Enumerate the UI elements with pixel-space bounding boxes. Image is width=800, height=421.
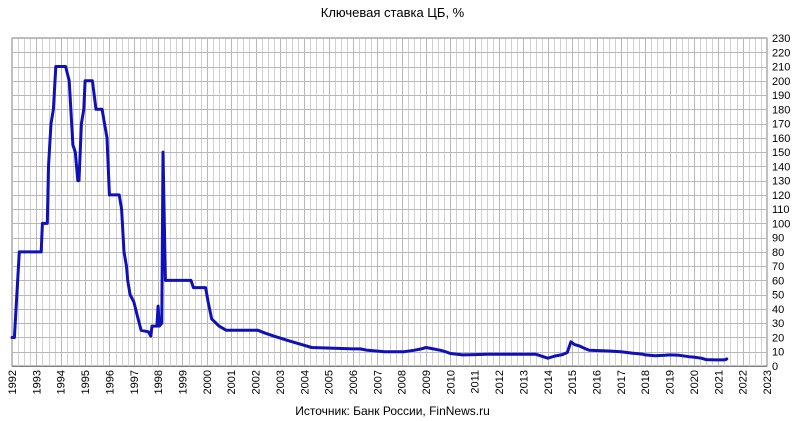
chart-title: Ключевая ставка ЦБ, % [320, 5, 465, 20]
y-tick-label: 180 [772, 104, 790, 116]
x-axis: 1992 1993 1994 1995 1996 1997 1998 1999 2000 2001… [7, 370, 774, 394]
y-tick-label: 20 [772, 332, 784, 344]
y-tick-label: 90 [772, 233, 784, 245]
y-tick-label: 140 [772, 161, 790, 173]
x-tick-label: 2007 [372, 370, 384, 394]
y-tick-label: 170 [772, 119, 790, 131]
x-tick-label: 2023 [762, 370, 774, 394]
x-tick-label: 2010 [445, 370, 457, 394]
x-tick-label: 2017 [616, 370, 628, 394]
grid [11, 37, 768, 367]
y-tick-label: 30 [772, 318, 784, 330]
y-tick-label: 230 [772, 33, 790, 45]
x-tick-label: 1995 [80, 370, 92, 394]
x-tick-label: 1992 [7, 370, 19, 394]
y-tick-label: 120 [772, 190, 790, 202]
x-tick-label: 1996 [104, 370, 116, 394]
y-tick-label: 40 [772, 304, 784, 316]
x-tick-label: 1994 [56, 370, 68, 394]
x-tick-label: 1993 [31, 370, 43, 394]
y-tick-label: 70 [772, 261, 784, 273]
y-tick-label: 0 [772, 361, 778, 373]
y-tick-label: 60 [772, 275, 784, 287]
series-line [10, 65, 729, 362]
y-tick-label: 80 [772, 247, 784, 259]
x-tick-label: 2018 [640, 370, 652, 394]
x-tick-label: 2008 [397, 370, 409, 394]
x-tick-label: 2003 [275, 370, 287, 394]
y-tick-label: 10 [772, 347, 784, 359]
plot-frame [11, 37, 768, 367]
y-tick-label: 150 [772, 147, 790, 159]
x-tick-label: 2000 [202, 370, 214, 394]
chart-source: Источник: Банк России, FinNews.ru [295, 404, 490, 418]
x-tick-label: 2011 [470, 370, 482, 394]
y-tick-label: 210 [772, 62, 790, 74]
y-tick-label: 110 [772, 204, 790, 216]
y-tick-label: 200 [772, 76, 790, 88]
y-axis: 0 10 20 30 40 50 60 70 80 90 100 110 120 130 140 150 160… [772, 33, 790, 373]
x-tick-label: 2015 [567, 370, 579, 394]
x-tick-label: 2002 [251, 370, 263, 394]
x-tick-label: 1998 [153, 370, 165, 394]
x-tick-label: 1997 [129, 370, 141, 394]
x-tick-label: 2005 [324, 370, 336, 394]
x-tick-label: 2022 [738, 370, 750, 394]
x-tick-label: 2009 [421, 370, 433, 394]
y-tick-label: 190 [772, 90, 790, 102]
x-tick-label: 2019 [665, 370, 677, 394]
y-tick-label: 220 [772, 47, 790, 59]
y-tick-label: 100 [772, 218, 790, 230]
y-tick-label: 130 [772, 176, 790, 188]
x-tick-label: 2016 [592, 370, 604, 394]
x-tick-label: 2021 [713, 370, 725, 394]
x-tick-label: 2004 [299, 370, 311, 394]
y-tick-label: 160 [772, 133, 790, 145]
series-layer [10, 65, 729, 362]
x-tick-label: 2020 [689, 370, 701, 394]
x-tick-label: 1999 [177, 370, 189, 394]
x-tick-label: 2013 [518, 370, 530, 394]
x-tick-label: 2001 [226, 370, 238, 394]
x-tick-label: 2012 [494, 370, 506, 394]
x-tick-label: 2006 [348, 370, 360, 394]
y-tick-label: 50 [772, 290, 784, 302]
x-tick-label: 2014 [543, 370, 555, 394]
